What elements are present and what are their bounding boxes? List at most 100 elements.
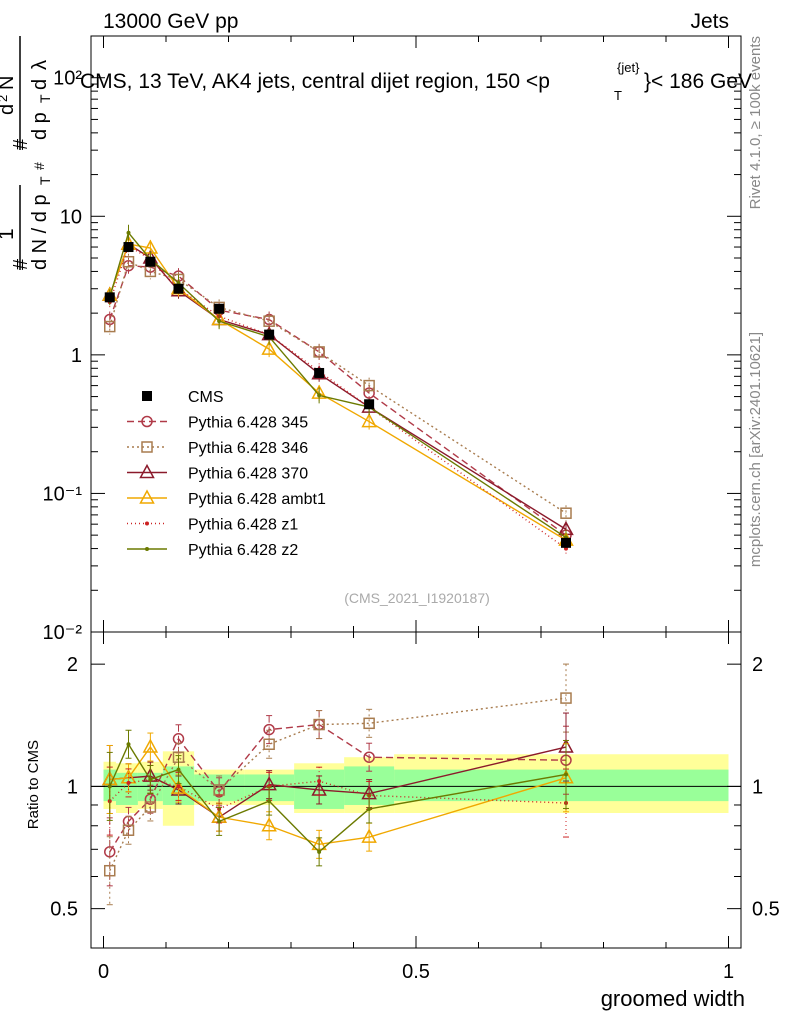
cms-data-point xyxy=(364,399,375,410)
cms-data-point xyxy=(561,537,571,548)
svg-text:d N / d p: d N / d p xyxy=(29,194,51,270)
ratio-point-pythia-6-428-346 xyxy=(122,824,135,836)
ratio-point-pythia-6-428-346 xyxy=(560,692,572,704)
legend-label: Pythia 6.428 z1 xyxy=(188,517,298,534)
header-energy: 13000 GeV pp xyxy=(103,10,238,33)
legend: CMS Pythia 6.428 345 Pythia 6.428 346 Pythi… xyxy=(127,389,326,559)
ratio-point-pythia-6-428-346 xyxy=(313,718,325,731)
legend-label: Pythia 6.428 370 xyxy=(188,466,308,483)
ratio-point-pythia-6-428-346 xyxy=(104,864,116,877)
ratio-band-green xyxy=(116,772,138,805)
series-point-pythia-6-428-346 xyxy=(122,255,135,268)
svg-text:N: N xyxy=(0,76,18,90)
ratio-tick-label: 2 xyxy=(67,654,78,676)
x-tick-label: 0 xyxy=(98,961,109,983)
ratio-point-pythia-6-428-z2 xyxy=(317,849,322,854)
legend-entry: Pythia 6.428 ambt1 xyxy=(127,489,326,508)
svg-text:d: d xyxy=(0,104,18,115)
svg-text:#: # xyxy=(10,138,32,150)
y-tick-label: 1 xyxy=(71,345,82,367)
cms-data-point xyxy=(214,303,225,314)
series-point-pythia-6-428-346 xyxy=(560,507,572,519)
y-axis-label: # 1 d N / d p T # # d 2 N d p T d λ xyxy=(0,36,53,270)
svg-text:2: 2 xyxy=(0,95,10,102)
legend-label: Pythia 6.428 345 xyxy=(188,415,308,432)
legend-label: CMS xyxy=(188,389,224,406)
svg-text:}< 186 GeV: }< 186 GeV xyxy=(644,70,752,93)
x-tick-label: 1 xyxy=(723,961,734,983)
x-axis-label: groomed width xyxy=(601,986,745,1011)
legend-marker xyxy=(145,521,149,526)
cms-data-point xyxy=(264,329,275,340)
y-tick-label: 10 xyxy=(60,206,82,228)
rivet-label: Rivet 4.1.0, ≥ 100k events xyxy=(747,36,764,209)
y-tick-label: 10² xyxy=(53,68,82,90)
series-point-pythia-6-428-z2 xyxy=(126,230,131,235)
x-tick-label: 0.5 xyxy=(402,961,430,983)
ratio-point-pythia-6-428-ambt1 xyxy=(142,738,159,753)
series-point-pythia-6-428-346 xyxy=(104,320,116,333)
legend-marker xyxy=(139,463,155,479)
series-line-pythia-6-428-346 xyxy=(109,260,567,514)
main-series xyxy=(101,224,574,557)
header-jets: Jets xyxy=(690,10,729,33)
ratio-point-pythia-6-428-345 xyxy=(263,723,275,736)
ratio-series xyxy=(101,663,574,906)
cms-data-point xyxy=(314,367,325,378)
svg-text:{jet}: {jet} xyxy=(617,60,640,75)
ratio-point-pythia-6-428-z2 xyxy=(367,806,372,811)
series-point-pythia-6-428-z2 xyxy=(317,393,322,398)
svg-text:#: # xyxy=(31,162,47,170)
analysis-id: (CMS_2021_I1920187) xyxy=(344,590,490,606)
ratio-point-pythia-6-428-z2 xyxy=(564,772,568,777)
series-point-pythia-6-428-346 xyxy=(313,346,325,358)
cms-data-point xyxy=(104,292,115,303)
svg-text:1: 1 xyxy=(0,228,18,240)
svg-text:d: d xyxy=(29,79,51,90)
ratio-point-pythia-6-428-ambt1 xyxy=(361,828,377,843)
svg-text:T: T xyxy=(614,88,622,103)
series-point-pythia-6-428-346 xyxy=(363,379,375,392)
svg-text:#: # xyxy=(10,258,32,270)
y-tick-label: 10⁻² xyxy=(43,622,83,644)
legend-marker xyxy=(145,547,149,551)
ratio-uncertainty-bands xyxy=(91,751,741,826)
legend-entry: Pythia 6.428 z2 xyxy=(127,542,298,559)
cms-data-point xyxy=(145,256,156,267)
series-point-pythia-6-428-z2 xyxy=(217,319,222,324)
axes: 0 0.5 1 10⁻² 10⁻¹ 1 10 10² 0.5 0.5 1 1 2 2 xyxy=(43,35,780,983)
legend-label: Pythia 6.428 z2 xyxy=(188,542,298,559)
legend-label: Pythia 6.428 346 xyxy=(188,440,308,457)
legend-marker xyxy=(141,415,153,428)
ratio-point-pythia-6-428-z2 xyxy=(267,799,272,804)
series-point-pythia-6-428-ambt1 xyxy=(361,413,377,428)
ratio-tick-label-right: 2 xyxy=(752,654,763,676)
ratio-line-pythia-6-428-346 xyxy=(109,697,567,872)
legend-marker xyxy=(141,441,153,453)
ratio-tick-label: 0.5 xyxy=(50,899,78,921)
cms-data-point xyxy=(173,283,184,294)
ratio-point-pythia-6-428-z2 xyxy=(217,819,222,824)
ratio-point-pythia-6-428-z2 xyxy=(176,767,181,772)
svg-text:T: T xyxy=(37,176,53,185)
chart-title: CMS, 13 TeV, AK4 jets, central dijet reg… xyxy=(80,60,752,103)
ratio-y-label: Ratio to CMS xyxy=(25,740,42,829)
ratio-point-pythia-6-428-z1 xyxy=(176,784,181,789)
svg-text:CMS, 13 TeV, AK4 jets, central: CMS, 13 TeV, AK4 jets, central dijet reg… xyxy=(80,70,550,93)
legend-entry: Pythia 6.428 z1 xyxy=(127,517,298,534)
legend-entry: Pythia 6.428 346 xyxy=(127,440,308,457)
ratio-point-pythia-6-428-346 xyxy=(363,717,375,730)
legend-marker xyxy=(139,489,155,504)
svg-text:d p: d p xyxy=(29,112,51,140)
cms-data-point xyxy=(123,242,134,253)
ratio-point-pythia-6-428-z1 xyxy=(317,779,322,784)
series-point-pythia-6-428-ambt1 xyxy=(261,340,277,355)
ratio-point-pythia-6-428-z2 xyxy=(148,777,153,782)
legend-entry: CMS xyxy=(142,389,224,406)
svg-text:λ: λ xyxy=(29,60,51,70)
ratio-point-pythia-6-428-z2 xyxy=(107,784,112,789)
y-tick-label: 10⁻¹ xyxy=(43,483,83,505)
ratio-point-pythia-6-428-346 xyxy=(144,801,157,813)
ratio-point-pythia-6-428-ambt1 xyxy=(261,817,277,832)
